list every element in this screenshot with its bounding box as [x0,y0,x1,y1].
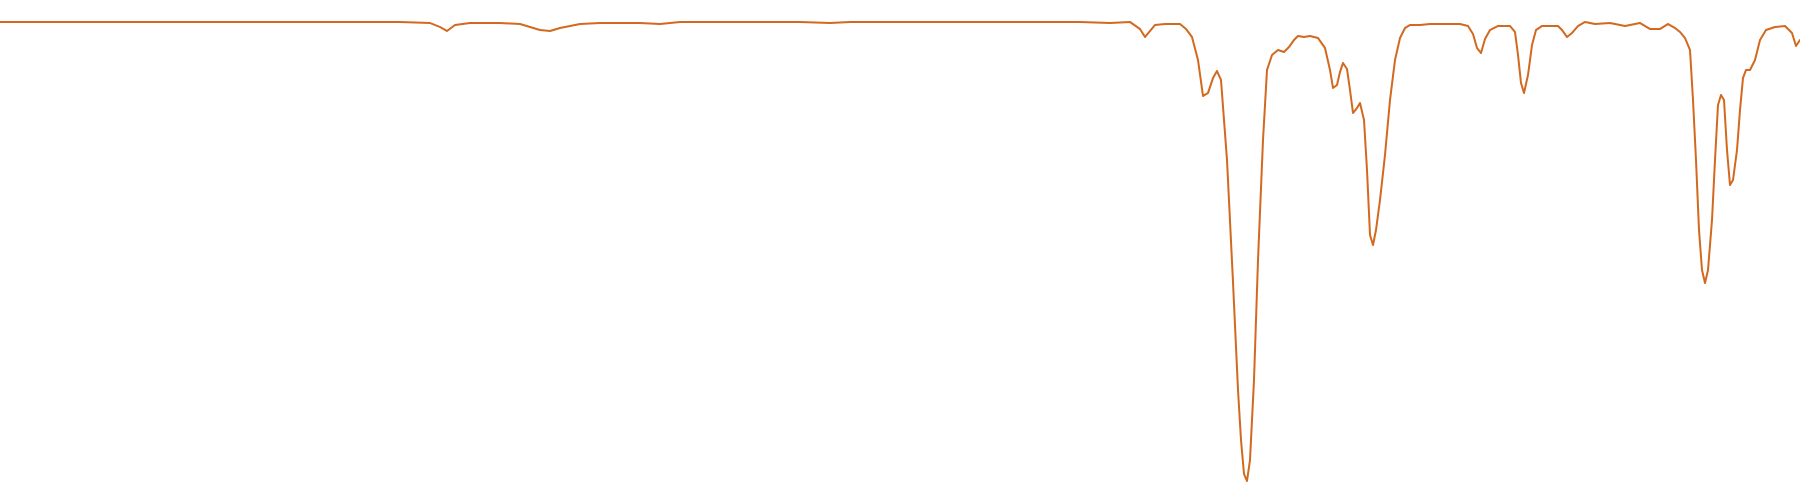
series-line [0,21,1800,482]
